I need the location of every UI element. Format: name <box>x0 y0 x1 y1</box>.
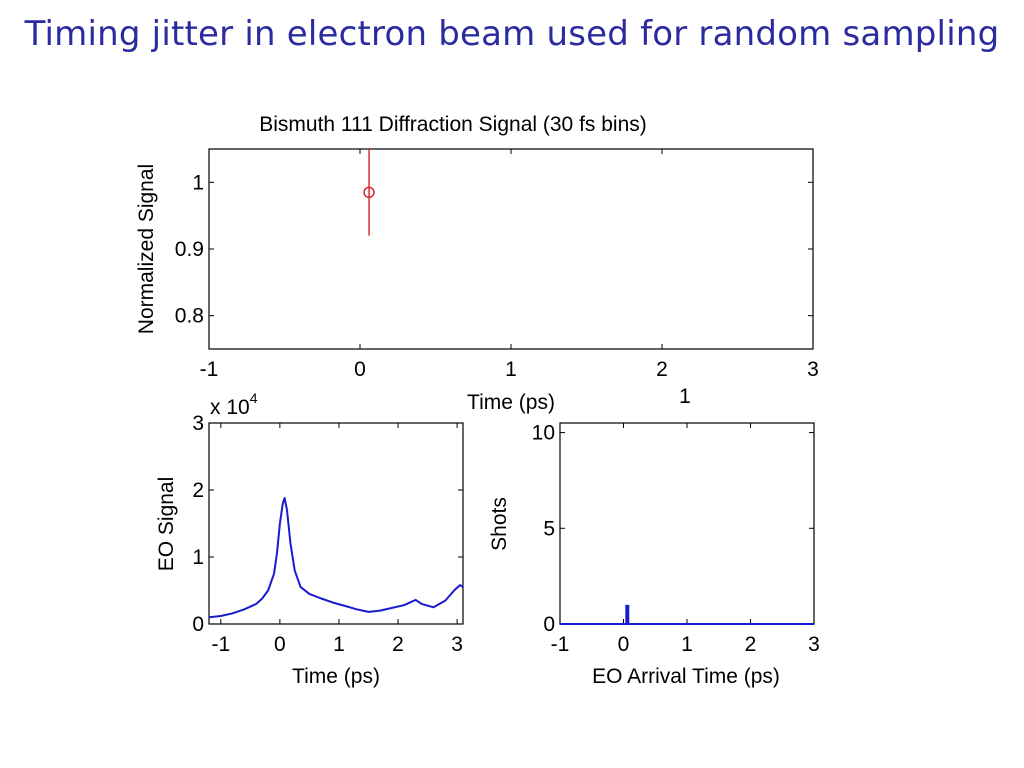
eo-signal-x-tick-label: -1 <box>211 633 230 656</box>
eo-signal-exponent-label: x 104 <box>210 390 258 419</box>
eo-arrival-ticks <box>559 423 815 625</box>
eo-arrival-x-tick-labels: -1 0 1 2 3 <box>551 633 820 656</box>
eo-signal-y-tick-labels: 0 1 2 3 <box>192 412 204 636</box>
diffraction-x-tick-labels: -1 0 1 2 3 <box>200 358 819 381</box>
eo-arrival-x-tick-label: -1 <box>551 633 570 656</box>
eo-arrival-y-tick-labels: 0 5 10 <box>532 422 555 636</box>
eo-signal-y-tick-label: 2 <box>192 479 204 502</box>
eo-arrival-marks <box>560 604 814 625</box>
eo-signal-series-line <box>208 497 464 619</box>
eo-arrival-y-tick-label: 5 <box>543 517 555 540</box>
eo-signal-exponent-power: 4 <box>250 390 258 406</box>
eo-signal-y-tick-label: 3 <box>192 412 204 435</box>
diffraction-point <box>363 186 375 199</box>
diffraction-x-tick-label: -1 <box>200 358 219 381</box>
diffraction-marks <box>363 149 375 236</box>
diffraction-chart: Bismuth 111 Diffraction Signal (30 fs bi… <box>135 113 819 414</box>
eo-signal-x-tick-label: 1 <box>333 633 345 656</box>
eo-arrival-plot-area <box>559 422 815 625</box>
diffraction-annotation: 1 <box>679 385 691 408</box>
eo-signal-exponent-base: x 10 <box>210 396 250 419</box>
diffraction-ticks <box>208 149 814 349</box>
eo-arrival-y-tick-label: 10 <box>532 422 555 445</box>
diffraction-y-tick-label: 0.8 <box>175 305 204 328</box>
eo-signal-x-tick-label: 3 <box>451 633 463 656</box>
diffraction-x-tick-label: 1 <box>505 358 517 381</box>
eo-signal-x-tick-labels: -1 0 1 2 3 <box>211 633 462 656</box>
diffraction-x-tick-label: 0 <box>354 358 366 381</box>
eo-arrival-x-tick-label: 0 <box>618 633 630 656</box>
eo-signal-marks <box>208 497 464 619</box>
eo-arrival-x-tick-label: 2 <box>745 633 757 656</box>
diffraction-y-tick-labels: 0.8 0.9 1 <box>175 171 204 327</box>
eo-signal-chart: -1 0 1 2 3 0 1 2 3 x 104 Time (ps) EO Signal <box>155 390 464 688</box>
eo-signal-ticks <box>209 422 463 625</box>
diffraction-plot-area <box>208 148 814 350</box>
diffraction-title: Bismuth 111 Diffraction Signal (30 fs bi… <box>259 113 647 136</box>
diffraction-x-tick-label: 3 <box>807 358 819 381</box>
eo-signal-plot-area <box>208 422 464 625</box>
eo-arrival-x-tick-label: 1 <box>681 633 693 656</box>
eo-arrival-bar <box>625 604 630 624</box>
diffraction-x-axis-label: Time (ps) <box>467 391 555 414</box>
diffraction-y-tick-label: 1 <box>192 171 204 194</box>
eo-signal-x-tick-label: 0 <box>274 633 286 656</box>
diffraction-y-axis-label: Normalized Signal <box>135 164 158 334</box>
eo-arrival-y-tick-label: 0 <box>543 613 555 636</box>
figure: Bismuth 111 Diffraction Signal (30 fs bi… <box>135 113 820 688</box>
eo-signal-y-axis-label: EO Signal <box>155 477 178 572</box>
eo-signal-y-tick-label: 1 <box>192 546 204 569</box>
eo-signal-x-axis-label: Time (ps) <box>292 665 380 688</box>
diffraction-y-tick-label: 0.9 <box>175 238 204 261</box>
diffraction-x-tick-label: 2 <box>656 358 668 381</box>
eo-arrival-y-axis-label: Shots <box>488 497 511 551</box>
slide-title: Timing jitter in electron beam used for … <box>24 14 1000 54</box>
eo-signal-x-tick-label: 2 <box>392 633 404 656</box>
eo-arrival-x-axis-label: EO Arrival Time (ps) <box>592 665 780 688</box>
eo-arrival-x-tick-label: 3 <box>808 633 820 656</box>
eo-signal-y-tick-label: 0 <box>192 613 204 636</box>
